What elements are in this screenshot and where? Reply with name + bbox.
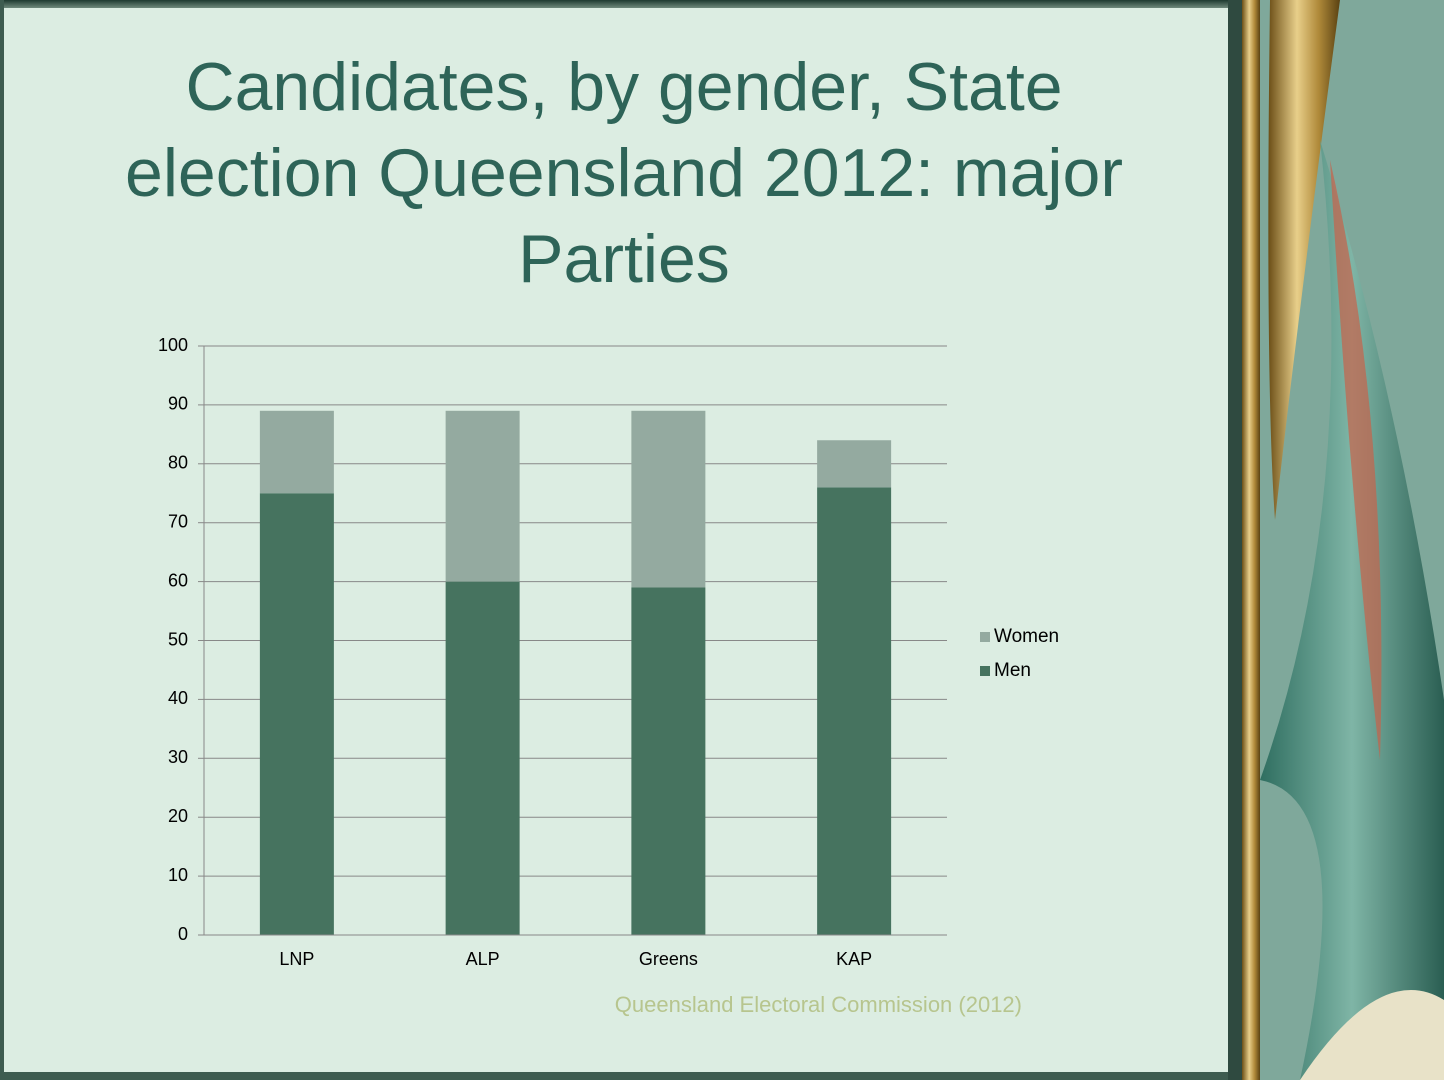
- bar-segment: [445, 581, 520, 935]
- bar-segment: [631, 587, 706, 935]
- legend-swatch: [980, 666, 990, 676]
- bar-segment: [445, 410, 520, 582]
- x-tick-label: LNP: [279, 949, 314, 969]
- frame-divider: [1228, 0, 1242, 1080]
- decor-ribbon: [1268, 0, 1340, 520]
- y-tick-label: 80: [168, 453, 188, 473]
- y-tick-label: 10: [168, 865, 188, 885]
- y-tick-label: 90: [168, 394, 188, 414]
- x-tick-label: Greens: [639, 949, 698, 969]
- bar-segment: [259, 410, 334, 494]
- y-tick-label: 20: [168, 806, 188, 826]
- frame-left: [0, 0, 4, 1080]
- decor-stripe: [1330, 160, 1382, 760]
- y-tick-label: 50: [168, 629, 188, 649]
- bar-segment: [817, 487, 892, 935]
- frame-bottom: [0, 1072, 1444, 1080]
- bar-segment: [259, 493, 334, 935]
- bar-segment: [817, 440, 892, 488]
- legend-swatch: [980, 632, 990, 642]
- y-tick-label: 30: [168, 747, 188, 767]
- y-tick-label: 70: [168, 511, 188, 531]
- y-tick-label: 60: [168, 570, 188, 590]
- bar-segment: [631, 410, 706, 588]
- source-note: Queensland Electoral Commission (2012): [615, 992, 1022, 1017]
- x-tick-label: ALP: [466, 949, 500, 969]
- x-tick-label: KAP: [836, 949, 872, 969]
- frame-top: [0, 0, 1444, 8]
- y-tick-label: 40: [168, 688, 188, 708]
- chart-title: Candidates, by gender, State election Qu…: [125, 49, 1123, 297]
- y-tick-label: 0: [178, 924, 188, 944]
- legend-label: Women: [994, 626, 1059, 647]
- decor-fold: [1300, 990, 1444, 1080]
- decor-drape: [1260, 140, 1444, 1080]
- decor-gold-strip: [1242, 0, 1260, 1080]
- legend-label: Men: [994, 660, 1031, 681]
- y-tick-label: 100: [158, 335, 188, 355]
